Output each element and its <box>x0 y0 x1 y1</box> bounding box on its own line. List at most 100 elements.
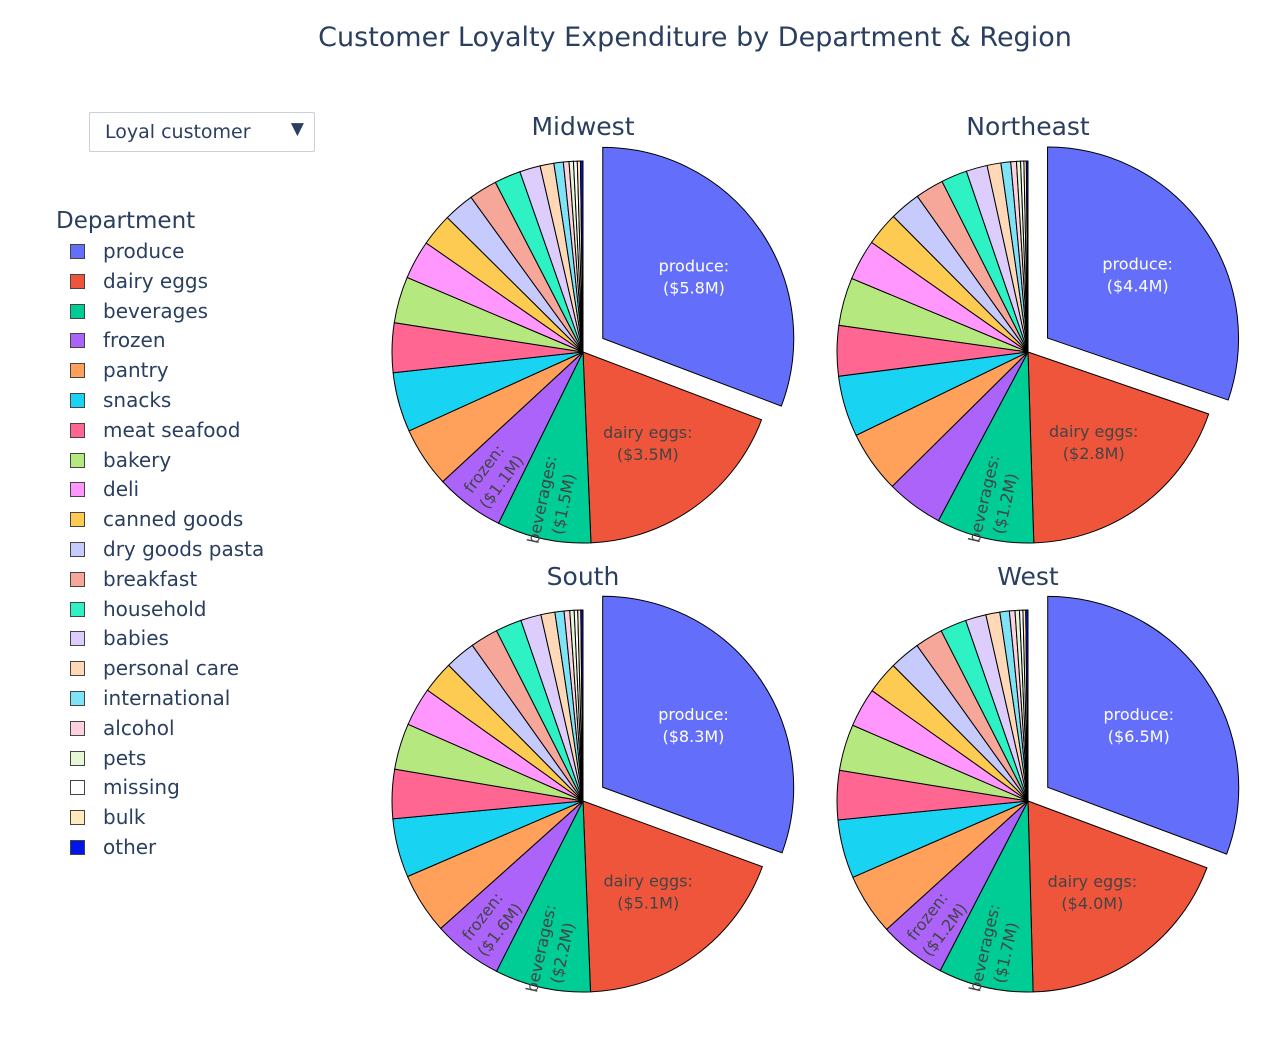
legend-label: canned goods <box>103 507 244 532</box>
pie-slice-other[interactable] <box>1025 160 1029 353</box>
legend-item-dry-goods-pasta[interactable]: dry goods pasta <box>56 535 264 565</box>
legend-swatch <box>70 392 85 408</box>
legend-item-frozen[interactable]: frozen <box>56 326 264 356</box>
slice-label-value: ($4.4M) <box>1107 277 1169 296</box>
pie-slice-produce[interactable] <box>1047 146 1239 401</box>
legend-label: bakery <box>103 447 172 472</box>
slice-label-value: ($3.5M) <box>617 445 679 464</box>
legend-swatch <box>70 780 85 796</box>
slice-label-name: produce: <box>1103 705 1174 724</box>
legend-swatch <box>70 452 85 468</box>
legend-item-international[interactable]: international <box>56 684 264 714</box>
legend-item-dairy-eggs[interactable]: dairy eggs <box>56 267 264 297</box>
legend-label: dairy eggs <box>103 268 209 293</box>
slice-label-value: ($8.3M) <box>663 727 725 746</box>
slice-label-name: produce: <box>658 705 729 724</box>
legend-swatch <box>70 333 85 349</box>
slice-label-name: produce: <box>1102 255 1173 274</box>
pie-slice-other[interactable] <box>580 609 584 802</box>
slice-label-name: produce: <box>659 256 730 275</box>
legend-swatch <box>70 363 85 379</box>
legend-item-pets[interactable]: pets <box>56 744 264 774</box>
dropdown-selected-value: Loyal customer <box>105 121 251 143</box>
legend-swatch <box>70 720 85 736</box>
legend-label: frozen <box>103 328 166 353</box>
legend-item-produce[interactable]: produce <box>56 237 264 267</box>
pie-slice-dairy-eggs[interactable] <box>1027 351 1210 544</box>
legend-label: beverages <box>103 298 209 323</box>
legend-item-babies[interactable]: babies <box>56 624 264 654</box>
legend-item-pantry[interactable]: pantry <box>56 356 264 386</box>
legend-label: personal care <box>103 656 240 681</box>
pie-slice-dairy-eggs[interactable] <box>582 351 763 544</box>
legend-swatch <box>70 631 85 647</box>
pie-slice-produce[interactable] <box>602 595 795 854</box>
legend-item-snacks[interactable]: snacks <box>56 386 264 416</box>
legend-swatch <box>70 273 85 289</box>
legend-label: alcohol <box>103 715 175 740</box>
legend-swatch <box>70 541 85 557</box>
legend-swatch <box>70 571 85 587</box>
legend-label: deli <box>103 477 140 502</box>
legend-label: dry goods pasta <box>103 536 265 561</box>
legend-label: pets <box>103 745 147 770</box>
slice-label-value: ($4.0M) <box>1061 894 1123 913</box>
legend-item-breakfast[interactable]: breakfast <box>56 565 264 595</box>
slice-label-dairy-eggs: dairy eggs: ($4.0M) <box>1048 872 1137 913</box>
legend-label: household <box>103 596 207 621</box>
pie-slice-other[interactable] <box>1025 609 1029 802</box>
legend-label: snacks <box>103 387 172 412</box>
legend-swatch <box>70 512 85 528</box>
legend-item-other[interactable]: other <box>56 833 264 863</box>
legend-swatch <box>70 839 85 855</box>
pie-slice-dairy-eggs[interactable] <box>1027 800 1208 993</box>
pie-title: West <box>997 562 1059 591</box>
legend-swatch <box>70 690 85 706</box>
legend-label: meat seafood <box>103 417 241 442</box>
legend-item-missing[interactable]: missing <box>56 773 264 803</box>
legend-label: other <box>103 834 157 859</box>
slice-label-name: dairy eggs: <box>604 872 693 891</box>
pie-slice-produce[interactable] <box>602 146 795 407</box>
pie-slice-beverages[interactable] <box>497 351 592 544</box>
pie-slice-dairy-eggs[interactable] <box>582 800 764 993</box>
slice-label-dairy-eggs: dairy eggs: ($3.5M) <box>603 423 692 464</box>
legend-label: produce <box>103 239 185 263</box>
pie-slice-beverages[interactable] <box>495 799 592 993</box>
legend-item-meat-seafood[interactable]: meat seafood <box>56 416 264 446</box>
legend-swatch <box>70 661 85 677</box>
legend-item-alcohol[interactable]: alcohol <box>56 714 264 744</box>
legend-label: breakfast <box>103 566 198 591</box>
pie-title: Midwest <box>531 112 634 141</box>
pie-slice-beverages[interactable] <box>939 800 1034 993</box>
legend-item-deli[interactable]: deli <box>56 475 264 505</box>
slice-label-produce: produce: ($6.5M) <box>1103 705 1174 746</box>
slice-label-dairy-eggs: dairy eggs: ($5.1M) <box>604 872 693 913</box>
legend-title: Department <box>56 208 196 234</box>
legend-item-bakery[interactable]: bakery <box>56 446 264 476</box>
legend-swatch <box>70 601 85 617</box>
legend-item-bulk[interactable]: bulk <box>56 803 264 833</box>
pie-title: Northeast <box>966 112 1090 141</box>
legend-items: produce dairy eggs beverages frozen pantry sn… <box>56 237 264 863</box>
legend-item-beverages[interactable]: beverages <box>56 297 264 327</box>
slice-label-dairy-eggs: dairy eggs: ($2.8M) <box>1049 422 1138 463</box>
legend-swatch <box>70 422 85 438</box>
slice-label-value: ($2.8M) <box>1063 444 1125 463</box>
slice-label-value: ($5.1M) <box>617 894 679 913</box>
pie-slice-other[interactable] <box>579 160 584 353</box>
legend-item-personal-care[interactable]: personal care <box>56 654 264 684</box>
pie-slice-beverages[interactable] <box>937 350 1035 544</box>
slice-label-produce: produce: ($5.8M) <box>659 256 730 297</box>
legend-label: pantry <box>103 358 169 383</box>
slice-label-name: dairy eggs: <box>603 423 692 442</box>
customer-type-dropdown[interactable]: Loyal customer ▼ <box>89 112 315 152</box>
legend-item-canned-goods[interactable]: canned goods <box>56 505 264 535</box>
slice-label-name: dairy eggs: <box>1048 872 1137 891</box>
legend-item-household[interactable]: household <box>56 595 264 625</box>
pie-slice-produce[interactable] <box>1047 595 1240 855</box>
legend-label: babies <box>103 626 169 651</box>
legend-swatch <box>70 750 85 766</box>
pie-title: South <box>547 562 620 591</box>
